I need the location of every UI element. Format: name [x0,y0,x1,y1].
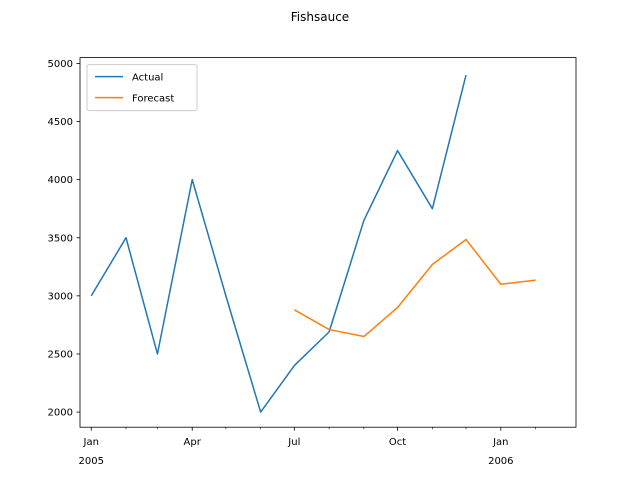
y-tick-label: 4500 [48,117,73,128]
series-layer [90,74,536,413]
legend-label-forecast: Forecast [132,94,174,105]
y-tick-label: 4000 [48,175,73,186]
legend: Actual Forecast [86,64,198,112]
x-tick-label: Jan [492,437,508,448]
y-tick-label: 3500 [48,233,73,244]
x-axis: Jan 2005 Apr Jul Oct Jan 2006 [78,427,536,467]
x-tick-label: Jan [83,437,99,448]
x-tick-label: Jul [287,437,300,448]
x-tick-year-label: 2005 [78,456,103,467]
x-tick-label: Apr [184,437,202,448]
series-line-forecast [293,238,536,338]
legend-label-actual: Actual [132,73,163,84]
y-axis: 2000 2500 3000 3500 4000 4500 5000 [48,59,80,419]
y-tick-label: 2500 [48,349,73,360]
y-tick-label: 5000 [48,59,73,70]
x-tick-label: Oct [389,437,406,448]
y-tick-label: 2000 [48,408,73,419]
y-tick-label: 3000 [48,291,73,302]
chart-title: Fishsauce [291,10,349,24]
x-tick-year-label: 2006 [488,456,513,467]
series-line-actual [90,74,467,413]
plot-frame [79,57,577,428]
